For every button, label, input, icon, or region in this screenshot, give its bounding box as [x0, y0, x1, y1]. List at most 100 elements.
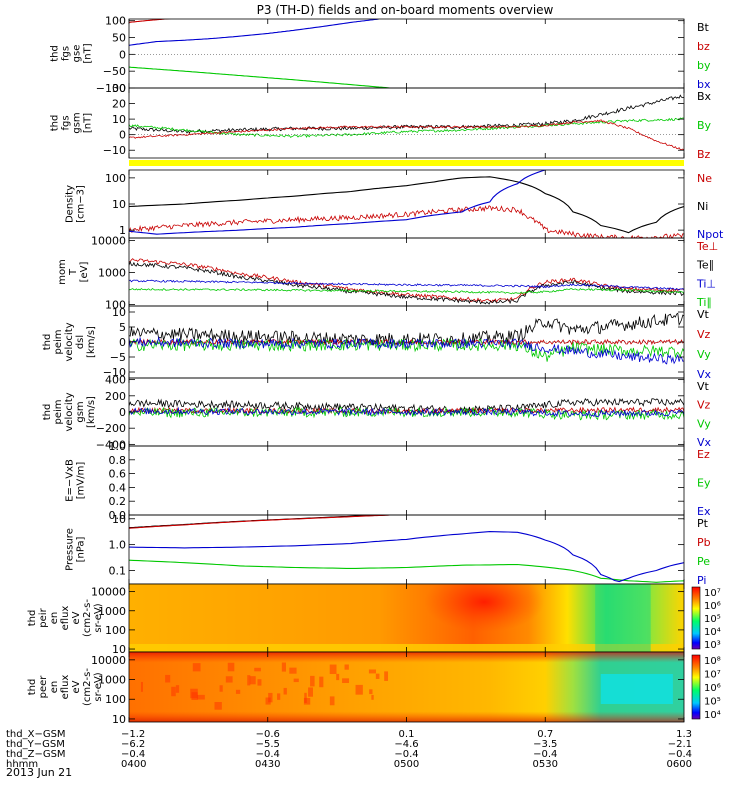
y-axis-label: thdfgsgsm[nT] [50, 112, 94, 133]
panel-ion_spec: 10⁷ 10⁶ 10⁵ 10⁴ 10³ 10000 1000 100 10 thdpeirenef… [27, 583, 721, 656]
legend-temps: Te⊥ Te∥ Ti⊥ Ti∥ [696, 240, 718, 309]
y-tick-label: 10 [112, 306, 126, 319]
x-tick-value: −0.4 [533, 749, 557, 760]
date-label: 2013 Jun 21 [6, 766, 72, 779]
y-tick-label: 10000 [91, 586, 126, 599]
y-tick-label: −10 [103, 366, 126, 379]
series-vel_dsl-Vy [129, 338, 684, 362]
panel-frame [128, 18, 685, 89]
legend-item: Bt [697, 21, 710, 34]
x-tick-value: 0500 [394, 759, 419, 770]
y-tick-label: 10 [112, 713, 126, 726]
y-tick-label: 5 [119, 321, 126, 334]
y-axis-label: momT[eV] [57, 259, 90, 285]
colorbar-label: 10⁶ [704, 683, 721, 694]
x-tick-value: −5.5 [256, 739, 280, 750]
panel-vel_gsm: Vt Vz Vy Vx 400 200 0 −200 −400 thdpeimvelocitygs… [42, 374, 712, 452]
spectrogram-electron_spec [129, 652, 684, 722]
panel-electron_spec: 10⁸ 10⁷ 10⁶ 10⁵ 10⁴ 10000 1000 100 10 thdpeerenef… [27, 651, 721, 726]
series-pressure-Pi [129, 531, 684, 583]
x-row-label: thd_X−GSM [6, 729, 66, 740]
series-temps-Te⊥ [129, 258, 684, 304]
y-tick-label: 100 [105, 172, 126, 185]
series-fgs_gse-by [129, 66, 390, 88]
y-tick-label: 10000 [91, 235, 126, 248]
legend-item: Npot [697, 228, 724, 241]
x-tick-value: −4.6 [394, 739, 418, 750]
y-tick-label: 50 [112, 32, 126, 45]
legend-density: Ne Ni Npot [697, 172, 724, 241]
x-row-label: thd_Y−GSM [6, 739, 65, 750]
legend-item: bx [697, 78, 711, 91]
y-tick-label: −400 [96, 438, 126, 451]
y-tick-label: 1000 [98, 267, 126, 280]
y-tick-label: 100 [105, 693, 126, 706]
colorbar-ion_spec: 10⁷ 10⁶ 10⁵ 10⁴ 10³ [691, 586, 721, 651]
series-fgs_gsm-Bx [129, 94, 684, 134]
y-tick-label: 1000 [98, 605, 126, 618]
x-tick-value: 0530 [533, 759, 558, 770]
x-tick-value: −0.4 [256, 749, 280, 760]
panel-fgs_gse: Bt bz by bx 100 50 0 −50 −100 thdfgsgse[nT] [50, 15, 711, 95]
legend-item: Vt [697, 308, 710, 321]
y-tick-label: 400 [105, 374, 126, 387]
legend-item: By [697, 119, 712, 132]
x-tick-value: 0.1 [399, 729, 415, 740]
series-pressure-Pe [129, 559, 684, 583]
legend-fgs_gse: Bt bz by bx [697, 21, 711, 91]
colorbar-label: 10⁶ [704, 601, 721, 612]
legend-item: Ni [697, 200, 708, 213]
y-tick-label: 0.0 [109, 509, 127, 522]
series-pressure-Pb [129, 515, 390, 529]
x-tick-value: −0.4 [394, 749, 418, 760]
x-row-label: thd_Z−GSM [6, 749, 66, 760]
y-tick-label: 0.1 [109, 564, 127, 577]
panel-frame [128, 237, 685, 307]
legend-item: Bx [697, 90, 712, 103]
y-tick-label: 1000 [98, 674, 126, 687]
colorbar-label: 10³ [704, 640, 721, 651]
colorbar-label: 10⁵ [704, 697, 721, 708]
y-tick-label: 0.6 [109, 468, 127, 481]
series-vel_dsl-Vx [129, 336, 684, 365]
series-vel_gsm-Vx [129, 406, 684, 418]
y-tick-label: −10 [103, 144, 126, 157]
legend-item: Vt [697, 380, 710, 393]
y-tick-label: 1.0 [109, 440, 127, 453]
legend-item: Bz [697, 148, 711, 161]
series-density-Npot [129, 170, 546, 235]
panels: Btbzbybx100500−50−100thdfgsgse[nT]BxByBz… [27, 15, 724, 726]
legend-vel_dsl: Vt Vz Vy Vx [697, 308, 712, 381]
y-axis-label: thdpeimvelocitygsm[km/s] [42, 392, 97, 431]
y-tick-label: 100 [105, 15, 126, 28]
legend-item: Ti∥ [696, 296, 712, 309]
legend-item: Vz [697, 328, 711, 341]
legend-efield: Ez Ey Ex [697, 448, 711, 518]
legend-fgs_gsm: Bx By Bz [697, 90, 712, 161]
x-tick-value: 0400 [121, 759, 146, 770]
series-fgs_gse-bx [129, 19, 379, 46]
panel-fgs_gsm: Bx By Bz 30 20 10 0 −10 thdfgsgsm[nT] [50, 82, 712, 161]
colorbar-label: 10⁷ [704, 670, 721, 681]
x-tick-value: −3.5 [533, 739, 557, 750]
x-tick-value: −0.4 [668, 749, 692, 760]
legend-item: Vx [697, 368, 712, 381]
y-axis-label: Density[cm−3] [65, 185, 87, 223]
legend-item: by [697, 59, 711, 72]
series-temps-Ti∥ [129, 287, 684, 295]
y-tick-label: 0 [119, 129, 126, 142]
y-axis-label: thdpeimvelocitydsl[km/s] [42, 322, 97, 361]
y-axis-label: E=−VxB[mV/m] [65, 459, 87, 502]
y-tick-label: 30 [112, 82, 126, 95]
legend-vel_gsm: Vt Vz Vy Vx [697, 380, 712, 449]
x-tick-value: 0.7 [537, 729, 553, 740]
y-axis-label: Pressure[nPa] [65, 528, 87, 571]
colorbar-electron_spec: 10⁸ 10⁷ 10⁶ 10⁵ 10⁴ [691, 654, 721, 721]
y-axis-label: thdpeirenefluxeV(cm2-s-sr-eV) [27, 599, 104, 637]
y-tick-label: 0.8 [109, 454, 127, 467]
legend-item: Ti⊥ [696, 277, 716, 290]
legend-item: Ex [697, 505, 711, 518]
panel-frame [128, 87, 685, 159]
panel-vel_dsl: Vt Vz Vy Vx 10 5 0 −5 −10 thdpeimvelocitydsl[km/s… [42, 305, 712, 381]
